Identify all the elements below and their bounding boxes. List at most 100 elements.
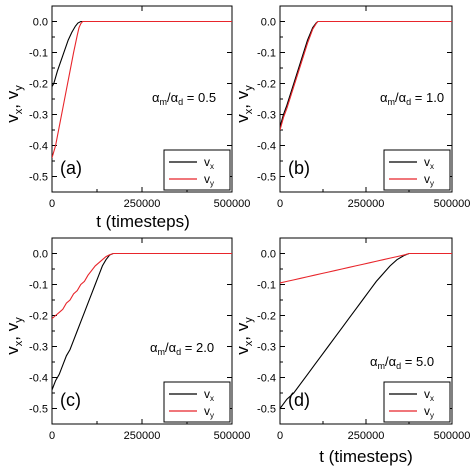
legend-sub: x — [430, 162, 434, 171]
legend-label: vx — [424, 387, 434, 403]
x-tick-label: 500000 — [214, 430, 251, 442]
y-label-v2: v — [3, 322, 22, 331]
alpha-d-sub: d — [176, 347, 181, 357]
alpha-d-sub: d — [178, 97, 183, 107]
y-tick-label: -0.1 — [257, 280, 276, 292]
legend-name: v — [424, 172, 430, 186]
y-label-v: v — [3, 114, 22, 123]
y-tick-label: -0.2 — [257, 311, 276, 323]
slash: / — [165, 340, 169, 355]
alpha-m: α — [150, 340, 158, 355]
legend-sub: y — [210, 411, 214, 420]
y-label-v2: v — [233, 90, 252, 99]
ratio-value: = 5.0 — [401, 354, 434, 369]
series-line-vx — [280, 20, 452, 128]
ratio-value: = 0.5 — [183, 90, 216, 105]
series-line-vy — [280, 20, 452, 131]
y-label-sub-x: x — [243, 108, 255, 114]
y-label-sub-x: x — [13, 340, 25, 346]
y-axis-label-top-right: vx, vy — [233, 85, 255, 123]
y-label-sub-y: y — [243, 85, 255, 91]
y-label-sep: , — [233, 99, 252, 108]
panel-label: (c) — [60, 390, 81, 410]
alpha-d-sub: d — [396, 361, 401, 371]
x-tick-label: 500000 — [434, 430, 471, 442]
x-tick-label: 0 — [277, 430, 283, 442]
y-tick-label: -0.2 — [257, 79, 276, 91]
y-label-sep: , — [3, 99, 22, 108]
slash: / — [167, 90, 171, 105]
x-tick-label: 0 — [49, 198, 55, 210]
alpha-d: α — [399, 90, 407, 105]
y-tick-label: -0.5 — [29, 404, 48, 416]
alpha-d: α — [171, 90, 179, 105]
y-tick-label: -0.5 — [257, 172, 276, 184]
legend-sub: y — [430, 411, 434, 420]
y-tick-label: -0.1 — [29, 48, 48, 60]
ratio-value: = 1.0 — [411, 90, 444, 105]
series-line-vx — [52, 252, 232, 391]
alpha-m: α — [370, 354, 378, 369]
panel-d: 0.0 -0.1 -0.2 -0.3 -0.4 -0.5 0 250000 500000 (d) α… — [257, 237, 471, 442]
slash: / — [395, 90, 399, 105]
series-line-vy — [52, 252, 232, 320]
x-tick-label: 250000 — [348, 198, 385, 210]
panel-c: 0.0 -0.1 -0.2 -0.3 -0.4 -0.5 0 250000 500000 (c) α… — [29, 237, 251, 442]
panel-label: (a) — [60, 158, 82, 178]
series-line-vy — [280, 252, 452, 284]
y-label-sep: , — [3, 331, 22, 340]
y-label-v: v — [3, 346, 22, 355]
legend-label: vy — [204, 172, 214, 188]
panel-b: 0.0 -0.1 -0.2 -0.3 -0.4 -0.5 0 250000 500000 (b) α… — [257, 5, 471, 210]
alpha-m: α — [152, 90, 160, 105]
y-tick-label: -0.5 — [29, 172, 48, 184]
y-label-sub-y: y — [13, 85, 25, 91]
legend-box — [163, 381, 231, 423]
ratio-value: = 2.0 — [181, 340, 214, 355]
y-tick-label: 0.0 — [33, 17, 48, 29]
legend-label: vx — [204, 387, 214, 403]
x-axis-label-left: t (timesteps) — [96, 212, 190, 231]
legend-box — [383, 149, 451, 191]
legend-sub: x — [210, 394, 214, 403]
alpha-d-sub: d — [406, 97, 411, 107]
y-label-sep: , — [233, 331, 252, 340]
alpha-m-sub: m — [158, 347, 166, 357]
alpha-m-sub: m — [378, 361, 386, 371]
legend-sub: y — [430, 179, 434, 188]
y-label-sub-y: y — [243, 317, 255, 323]
y-tick-label: -0.4 — [257, 141, 276, 153]
panel-label: (d) — [288, 390, 310, 410]
y-tick-label: -0.4 — [257, 373, 276, 385]
legend-name: v — [204, 404, 210, 418]
legend-label: vx — [424, 155, 434, 171]
y-label-v: v — [233, 114, 252, 123]
y-tick-label: -0.5 — [257, 404, 276, 416]
y-label-v2: v — [233, 322, 252, 331]
y-tick-label: 0.0 — [33, 249, 48, 261]
y-tick-label: 0.0 — [261, 17, 276, 29]
legend-label: vx — [204, 155, 214, 171]
y-tick-label: -0.1 — [29, 280, 48, 292]
alpha-m: α — [380, 90, 388, 105]
alpha-m-sub: m — [160, 97, 168, 107]
y-tick-label: -0.2 — [29, 311, 48, 323]
x-tick-label: 500000 — [214, 198, 251, 210]
y-axis-label-bottom-left: vx, vy — [3, 317, 25, 355]
y-tick-label: -0.1 — [257, 48, 276, 60]
legend-sub: y — [210, 179, 214, 188]
y-label-sub-x: x — [13, 108, 25, 114]
x-tick-label: 500000 — [434, 198, 471, 210]
x-tick-label: 250000 — [348, 430, 385, 442]
ratio-annotation: αm/αd = 5.0 — [370, 354, 434, 371]
y-tick-label: -0.3 — [257, 110, 276, 122]
x-tick-label: 0 — [49, 430, 55, 442]
legend-name: v — [204, 172, 210, 186]
panel-label: (b) — [288, 158, 310, 178]
series-line-vy — [52, 20, 232, 159]
